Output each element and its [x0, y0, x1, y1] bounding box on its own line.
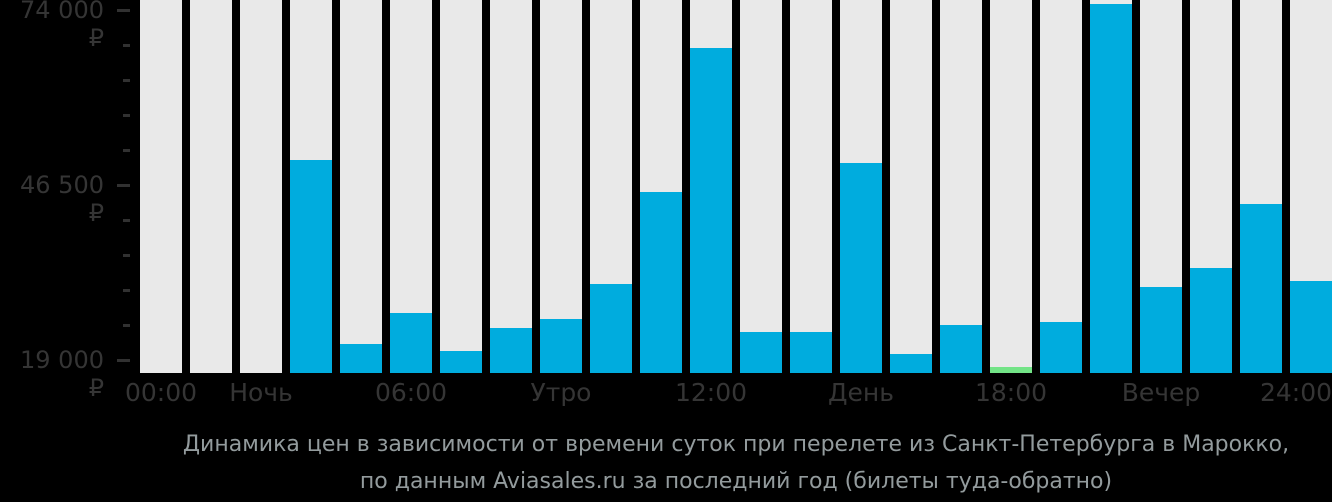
bar-background: [390, 0, 432, 373]
price-bar[interactable]: [640, 192, 682, 373]
price-bar[interactable]: [1090, 4, 1132, 373]
bar-background: [240, 0, 282, 373]
price-bar[interactable]: [1140, 287, 1182, 373]
price-bar[interactable]: [1290, 281, 1332, 373]
price-bar[interactable]: [890, 354, 932, 373]
x-axis-label: Утро: [530, 378, 592, 407]
y-axis-minor-tick: [123, 254, 130, 257]
price-bar[interactable]: [740, 332, 782, 373]
bar-background: [740, 0, 782, 373]
x-axis-label: День: [828, 378, 894, 407]
x-axis-label: 24:00: [1259, 378, 1332, 407]
bar-background: [440, 0, 482, 373]
chart-title: Динамика цен в зависимости от времени су…: [140, 426, 1332, 500]
bar-background: [990, 0, 1032, 373]
y-axis-label: 46 500 ₽: [20, 171, 104, 227]
bar-background: [940, 0, 982, 373]
y-axis-minor-tick: [123, 79, 130, 82]
x-axis-label: 12:00: [674, 378, 748, 407]
price-bar[interactable]: [840, 163, 882, 373]
price-bar[interactable]: [440, 351, 482, 373]
price-bar[interactable]: [290, 160, 332, 373]
y-axis-minor-tick: [123, 149, 130, 152]
y-axis-label: 74 000 ₽: [20, 0, 104, 52]
x-axis-label: Ночь: [229, 378, 293, 407]
y-axis-label: 19 000 ₽: [20, 346, 104, 402]
x-axis-label: 06:00: [374, 378, 448, 407]
y-axis-major-tick: [117, 184, 130, 187]
x-axis-label: 00:00: [124, 378, 198, 407]
price-bar[interactable]: [540, 319, 582, 373]
y-axis-major-tick: [117, 9, 130, 12]
price-bar[interactable]: [790, 332, 832, 373]
price-bar[interactable]: [340, 344, 382, 373]
y-axis-minor-tick: [123, 114, 130, 117]
x-axis-label: Вечер: [1121, 378, 1201, 407]
y-axis-minor-tick: [123, 324, 130, 327]
price-bar-cheapest[interactable]: [990, 367, 1032, 373]
bar-background: [340, 0, 382, 373]
bar-background: [1040, 0, 1082, 373]
bar-background: [540, 0, 582, 373]
price-bar[interactable]: [1190, 268, 1232, 373]
bar-background: [190, 0, 232, 373]
chart-title-line-2: по данным Aviasales.ru за последний год …: [359, 469, 1113, 494]
y-axis-minor-tick: [123, 44, 130, 47]
price-bar[interactable]: [590, 284, 632, 373]
x-axis-label: 18:00: [974, 378, 1048, 407]
chart-title-line-1: Динамика цен в зависимости от времени су…: [182, 432, 1290, 457]
y-axis-major-tick: [117, 359, 130, 362]
y-axis-minor-tick: [123, 219, 130, 222]
bar-background: [790, 0, 832, 373]
price-bar[interactable]: [1240, 204, 1282, 373]
bar-background: [490, 0, 532, 373]
price-bar[interactable]: [690, 48, 732, 373]
price-bar[interactable]: [940, 325, 982, 373]
bar-background: [890, 0, 932, 373]
price-bar[interactable]: [390, 313, 432, 373]
price-bar[interactable]: [1040, 322, 1082, 373]
price-bar[interactable]: [490, 328, 532, 373]
bar-background: [140, 0, 182, 373]
y-axis-minor-tick: [123, 289, 130, 292]
